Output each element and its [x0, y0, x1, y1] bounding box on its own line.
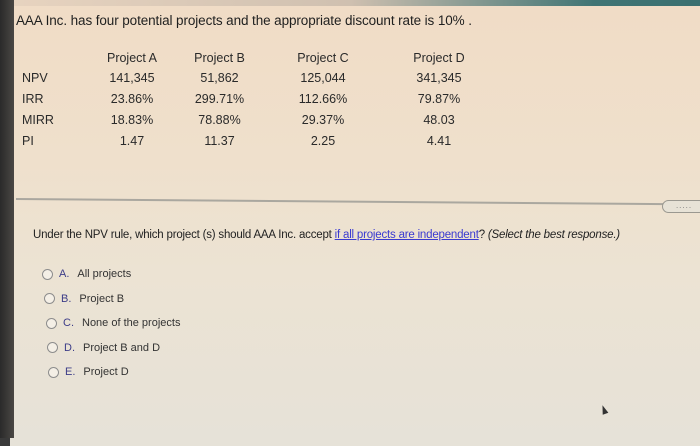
- table-cell: 78.88%: [198, 112, 241, 127]
- row-label: NPV: [22, 70, 48, 85]
- option-text: Project D: [83, 366, 129, 379]
- table-cell: 79.87%: [417, 91, 461, 106]
- more-button[interactable]: .....: [662, 200, 700, 213]
- table-row-mirr: MIRR 18.83% 78.88% 29.37% 48.03: [22, 109, 499, 130]
- table-row-pi: PI 1.47 11.37 2.25 4.41: [22, 130, 499, 151]
- answer-options: A. All projects B. Project B C. None of …: [42, 262, 180, 385]
- option-text: Project B and D: [83, 341, 161, 354]
- question-suffix: ?: [478, 229, 488, 241]
- table-cell: 23.86%: [110, 91, 154, 106]
- radio-button-icon[interactable]: [44, 293, 55, 305]
- table-header-corner: [22, 48, 92, 67]
- option-b[interactable]: B. Project B: [44, 287, 180, 312]
- table-cell: 29.37%: [301, 112, 345, 127]
- table-row-irr: IRR 23.86% 299.71% 112.66% 79.87%: [22, 88, 499, 109]
- table-cell: 4.41: [426, 133, 452, 148]
- table-cell: 141,345: [109, 70, 155, 85]
- table-header-row: Project A Project B Project C Project D: [22, 48, 499, 67]
- option-a[interactable]: A. All projects: [42, 262, 180, 287]
- table-cell: 51,862: [200, 70, 239, 85]
- table-cell: 1.47: [119, 133, 145, 148]
- table-cell: 18.83%: [110, 112, 154, 127]
- table-header-project-a: Project A: [106, 50, 158, 65]
- option-text: All projects: [77, 268, 132, 281]
- table-row-npv: NPV 141,345 51,862 125,044 341,345: [22, 67, 499, 88]
- question-hint: (Select the best response.): [487, 229, 620, 241]
- row-label: PI: [22, 133, 34, 148]
- projects-table: Project A Project B Project C Project D …: [22, 48, 499, 151]
- row-label: MIRR: [22, 112, 54, 127]
- option-d[interactable]: D. Project B and D: [47, 336, 180, 361]
- option-e[interactable]: E. Project D: [48, 360, 180, 385]
- table-cell: 48.03: [423, 112, 455, 127]
- radio-button-icon[interactable]: [47, 342, 58, 354]
- option-c[interactable]: C. None of the projects: [46, 311, 180, 336]
- table-cell: 112.66%: [298, 91, 348, 106]
- table-cell: 11.37: [204, 133, 235, 148]
- independent-projects-link[interactable]: if all projects are independent: [334, 229, 479, 241]
- question-text: Under the NPV rule, which project (s) sh…: [33, 229, 620, 241]
- option-letter: B.: [61, 292, 72, 305]
- radio-button-icon[interactable]: [46, 317, 57, 329]
- window-top-bar: [0, 0, 700, 8]
- option-letter: A.: [59, 268, 70, 281]
- table-header-project-c: Project C: [297, 50, 349, 65]
- option-text: Project B: [79, 292, 125, 305]
- question-panel: [10, 6, 700, 446]
- problem-intro: AAA Inc. has four potential projects and…: [16, 13, 472, 28]
- radio-button-icon[interactable]: [42, 268, 53, 280]
- option-letter: E.: [65, 366, 76, 379]
- table-cell: 299.71%: [194, 91, 245, 106]
- table-cell: 125,044: [300, 70, 346, 85]
- screen-bezel: [0, 0, 14, 438]
- option-text: None of the projects: [82, 317, 181, 330]
- option-letter: D.: [64, 341, 75, 354]
- table-cell: 2.25: [310, 133, 336, 148]
- question-prefix: Under the NPV rule, which project (s) sh…: [33, 229, 335, 241]
- table-cell: 341,345: [416, 70, 462, 85]
- table-header-project-b: Project B: [194, 50, 245, 65]
- row-label: IRR: [22, 91, 44, 106]
- option-letter: C.: [63, 317, 74, 330]
- radio-button-icon[interactable]: [48, 366, 59, 378]
- table-header-project-d: Project D: [413, 50, 465, 65]
